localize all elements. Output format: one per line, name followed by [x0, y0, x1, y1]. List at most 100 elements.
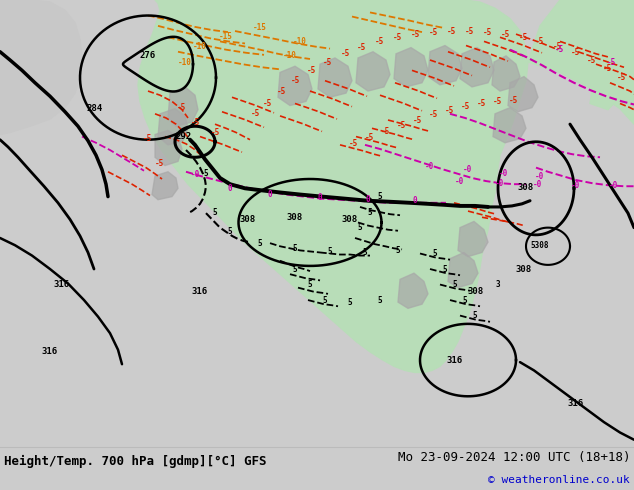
Text: 5: 5	[396, 246, 400, 255]
Text: -0: -0	[463, 165, 472, 174]
Text: -5: -5	[323, 58, 333, 67]
Polygon shape	[394, 48, 428, 87]
Text: Mo 23-09-2024 12:00 UTC (18+18): Mo 23-09-2024 12:00 UTC (18+18)	[398, 451, 630, 465]
Text: -0: -0	[571, 181, 581, 190]
Text: -5: -5	[462, 102, 470, 111]
Text: 5: 5	[378, 295, 382, 305]
Text: -5: -5	[501, 30, 510, 39]
Text: 5: 5	[307, 280, 313, 289]
Text: 5: 5	[328, 247, 332, 256]
Text: -0: -0	[190, 171, 200, 179]
Text: -5: -5	[587, 55, 597, 65]
Polygon shape	[590, 89, 618, 110]
Text: -5: -5	[571, 49, 579, 57]
Text: -5: -5	[493, 97, 503, 106]
Text: -0: -0	[533, 180, 543, 189]
Text: 0: 0	[318, 193, 322, 202]
Text: 5: 5	[323, 295, 327, 305]
Text: 308: 308	[516, 265, 532, 273]
Text: -10: -10	[178, 58, 192, 67]
Text: -5: -5	[250, 109, 260, 118]
Text: 5: 5	[293, 244, 297, 253]
Polygon shape	[356, 52, 390, 91]
Text: -15: -15	[219, 32, 233, 41]
Text: -5: -5	[178, 103, 186, 112]
Text: -5: -5	[382, 127, 391, 136]
Text: -5: -5	[448, 26, 456, 36]
Text: 5: 5	[368, 208, 372, 217]
Text: 5: 5	[363, 248, 367, 257]
Text: 5: 5	[212, 208, 217, 217]
Text: 5: 5	[257, 239, 262, 247]
Text: -0: -0	[535, 172, 545, 181]
Text: -5: -5	[263, 99, 273, 108]
Text: 5: 5	[347, 297, 353, 307]
Polygon shape	[0, 0, 82, 135]
Text: 316: 316	[54, 280, 70, 289]
Text: -5: -5	[555, 45, 565, 54]
Text: -5: -5	[375, 37, 385, 46]
Text: -5: -5	[411, 30, 420, 39]
Text: 316: 316	[42, 347, 58, 356]
Text: Height/Temp. 700 hPa [gdmp][°C] GFS: Height/Temp. 700 hPa [gdmp][°C] GFS	[4, 455, 266, 468]
Text: -0: -0	[609, 181, 619, 190]
Polygon shape	[458, 221, 488, 257]
Polygon shape	[152, 172, 178, 200]
Text: 316: 316	[568, 399, 584, 408]
Text: 308: 308	[518, 183, 534, 192]
Text: -5: -5	[413, 116, 423, 124]
Text: 5: 5	[463, 295, 467, 305]
Text: 5: 5	[443, 265, 448, 273]
Polygon shape	[168, 87, 198, 126]
Polygon shape	[528, 0, 634, 124]
Text: 3: 3	[496, 280, 500, 289]
Text: -5: -5	[398, 121, 406, 130]
Text: -5: -5	[465, 26, 475, 36]
Polygon shape	[570, 29, 595, 46]
Text: 5: 5	[432, 249, 437, 258]
Polygon shape	[428, 46, 462, 85]
Text: -5: -5	[143, 134, 153, 143]
Polygon shape	[278, 66, 312, 105]
Text: -5: -5	[508, 96, 517, 105]
Text: 292: 292	[176, 132, 192, 141]
Text: -0: -0	[500, 170, 508, 178]
Text: -5: -5	[278, 87, 287, 96]
Text: 0: 0	[366, 195, 370, 204]
Polygon shape	[138, 0, 528, 372]
Text: 5: 5	[358, 223, 362, 232]
Text: -5: -5	[618, 73, 626, 82]
Polygon shape	[448, 252, 478, 288]
Text: 308: 308	[468, 287, 484, 296]
Text: -5: -5	[307, 66, 316, 75]
Polygon shape	[493, 108, 526, 143]
Text: -5: -5	[340, 49, 349, 58]
Polygon shape	[460, 48, 494, 87]
Text: 5: 5	[473, 311, 477, 320]
Text: -10: -10	[193, 42, 207, 51]
Text: -10: -10	[293, 37, 307, 46]
Text: -5: -5	[190, 118, 200, 126]
Text: -10: -10	[283, 51, 297, 60]
Text: 5308: 5308	[531, 241, 549, 250]
Text: -5: -5	[445, 106, 455, 115]
Text: 276: 276	[140, 51, 156, 60]
Text: -15: -15	[253, 24, 267, 32]
Text: -5: -5	[429, 27, 439, 37]
Text: 0: 0	[268, 190, 273, 199]
Text: -5: -5	[477, 99, 487, 108]
Text: 0: 0	[413, 196, 417, 205]
Text: -5: -5	[483, 27, 493, 37]
Polygon shape	[492, 56, 520, 91]
Text: -5: -5	[210, 128, 219, 137]
Text: 5: 5	[378, 192, 382, 201]
Text: -5: -5	[604, 64, 612, 73]
Text: -5: -5	[429, 110, 439, 120]
Text: -5: -5	[365, 133, 375, 142]
Text: -0: -0	[455, 176, 465, 186]
Polygon shape	[155, 130, 182, 166]
Text: 316: 316	[192, 287, 208, 296]
Text: 5: 5	[453, 280, 457, 289]
Text: 316: 316	[447, 356, 463, 365]
Text: -5: -5	[292, 76, 301, 85]
